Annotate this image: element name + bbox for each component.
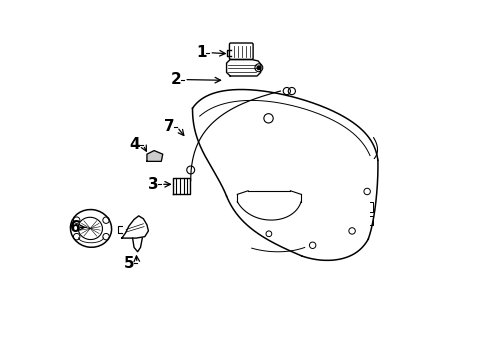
Ellipse shape <box>70 210 111 247</box>
FancyBboxPatch shape <box>229 43 253 59</box>
Text: 2: 2 <box>171 72 182 87</box>
Polygon shape <box>147 150 163 161</box>
Text: 6: 6 <box>70 220 81 235</box>
Text: 1: 1 <box>196 45 206 60</box>
Text: 7: 7 <box>163 120 174 134</box>
Text: 3: 3 <box>147 177 158 192</box>
Text: 4: 4 <box>129 138 140 152</box>
Ellipse shape <box>78 217 102 239</box>
Text: 5: 5 <box>123 256 134 271</box>
Circle shape <box>257 66 260 69</box>
